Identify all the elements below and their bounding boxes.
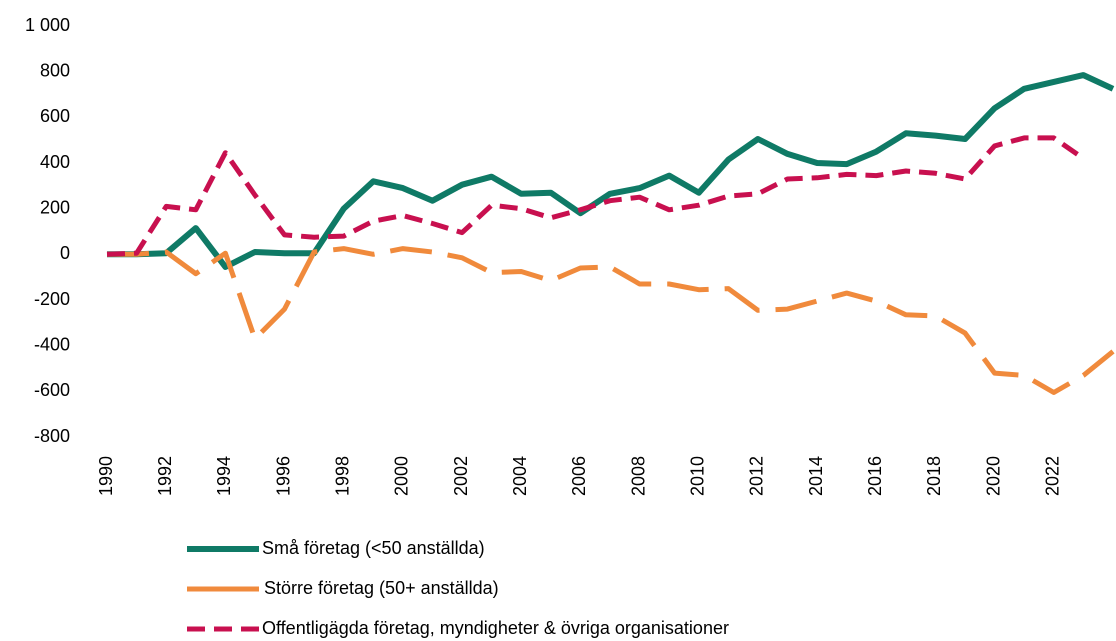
x-tick-label: 2004 <box>510 456 530 496</box>
x-tick-label: 2010 <box>688 456 708 496</box>
y-tick-label: 800 <box>40 60 70 80</box>
x-tick-label: 2000 <box>392 456 412 496</box>
y-tick-label: 1 000 <box>25 15 70 35</box>
x-tick-label: 2022 <box>1043 456 1063 496</box>
y-tick-label: -600 <box>34 380 70 400</box>
x-tick-label: 2014 <box>806 456 826 496</box>
x-tick-label: 2016 <box>865 456 885 496</box>
legend-label: Offentligägda företag, myndigheter & övr… <box>262 618 729 638</box>
y-tick-label: 600 <box>40 106 70 126</box>
y-tick-label: -200 <box>34 289 70 309</box>
x-tick-label: 1996 <box>273 456 293 496</box>
x-tick-label: 2008 <box>628 456 648 496</box>
series-line <box>106 135 1085 257</box>
x-tick-label: 2020 <box>983 456 1003 496</box>
y-tick-label: 400 <box>40 152 70 172</box>
x-tick-label: 2006 <box>569 456 589 496</box>
y-tick-label: -800 <box>34 426 70 446</box>
series-line <box>107 72 1115 270</box>
x-tick-label: 1998 <box>332 456 352 496</box>
y-tick-label: -400 <box>34 334 70 354</box>
x-tick-label: 1990 <box>96 456 116 496</box>
x-tick-label: 2012 <box>747 456 767 496</box>
series-line <box>107 246 1115 395</box>
x-tick-label: 2018 <box>924 456 944 496</box>
y-tick-label: 0 <box>60 243 70 263</box>
legend-label: Större företag (50+ anställda) <box>264 578 499 598</box>
y-tick-label: 200 <box>40 197 70 217</box>
x-tick-label: 1994 <box>214 456 234 496</box>
legend-label: Små företag (<50 anställda) <box>262 538 485 558</box>
x-tick-label: 2002 <box>451 456 471 496</box>
x-tick-label: 1992 <box>155 456 175 496</box>
